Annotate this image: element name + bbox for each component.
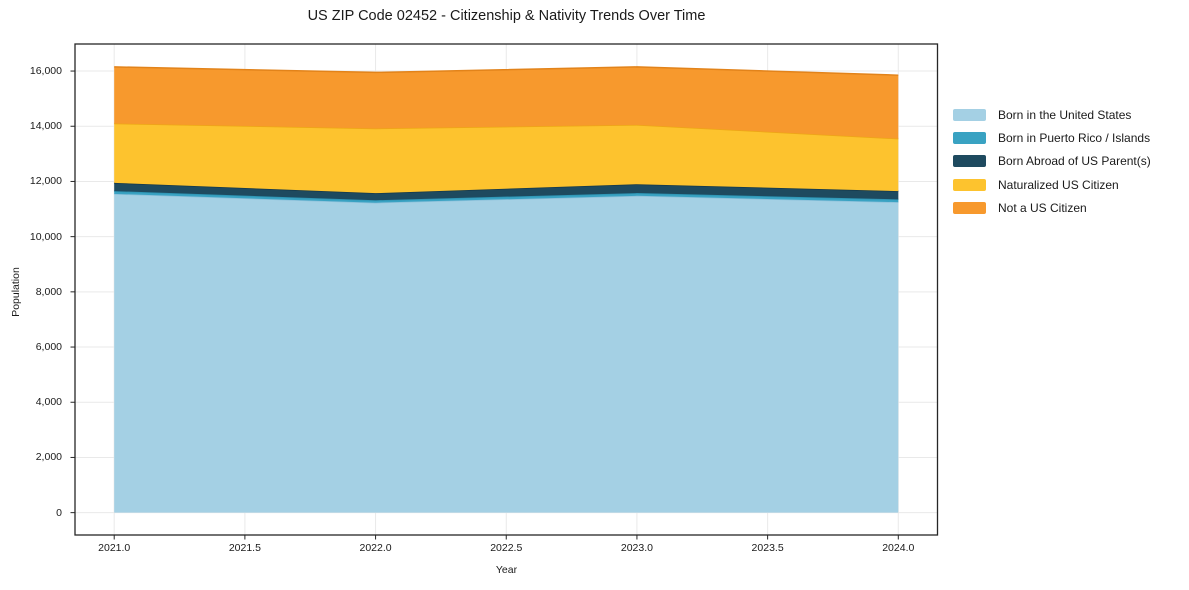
- legend-label: Naturalized US Citizen: [998, 177, 1119, 192]
- area-band: [114, 66, 899, 139]
- legend-label: Not a US Citizen: [998, 201, 1087, 216]
- legend-item: Born in the United States: [953, 103, 1151, 126]
- legend-item: Born in Puerto Rico / Islands: [953, 126, 1151, 149]
- legend-swatch-icon: [953, 155, 986, 168]
- legend-swatch-icon: [953, 132, 986, 145]
- y-tick-label: 14,000: [29, 120, 62, 133]
- x-tick-label: 2022.0: [359, 542, 392, 554]
- legend-swatch-icon: [953, 108, 986, 121]
- x-tick-label: 2024.0: [882, 542, 915, 554]
- x-tick-label: 2021.0: [98, 542, 131, 554]
- y-tick-label: 6,000: [35, 341, 62, 354]
- legend-swatch-icon: [953, 178, 986, 191]
- legend: Born in the United States Born in Puerto…: [953, 103, 1151, 220]
- area-band: [114, 193, 899, 513]
- x-tick-label: 2022.5: [490, 542, 523, 554]
- y-tick-label: 16,000: [29, 65, 62, 78]
- legend-item: Born Abroad of US Parent(s): [953, 150, 1151, 173]
- x-tick-label: 2023.5: [751, 542, 784, 554]
- area-band: [114, 123, 899, 194]
- legend-swatch-icon: [953, 202, 986, 215]
- area-band-edge: [114, 66, 899, 76]
- x-tick-label: 2023.0: [620, 542, 653, 554]
- y-tick-label: 12,000: [29, 175, 62, 188]
- chart-title: US ZIP Code 02452 - Citizenship & Nativi…: [307, 8, 706, 24]
- legend-item: Not a US Citizen: [953, 197, 1151, 220]
- area-band: [114, 182, 899, 201]
- y-tick-label: 10,000: [29, 230, 62, 243]
- legend-label: Born Abroad of US Parent(s): [998, 154, 1151, 169]
- x-tick-label: 2021.5: [228, 542, 261, 554]
- legend-item: Naturalized US Citizen: [953, 173, 1151, 196]
- x-axis-label: Year: [495, 564, 518, 576]
- legend-label: Born in Puerto Rico / Islands: [998, 131, 1151, 146]
- y-tick-label: 0: [56, 506, 62, 519]
- y-tick-label: 2,000: [35, 451, 62, 464]
- y-tick-label: 8,000: [35, 285, 62, 298]
- y-tick-label: 4,000: [35, 396, 62, 409]
- legend-label: Born in the United States: [998, 107, 1132, 122]
